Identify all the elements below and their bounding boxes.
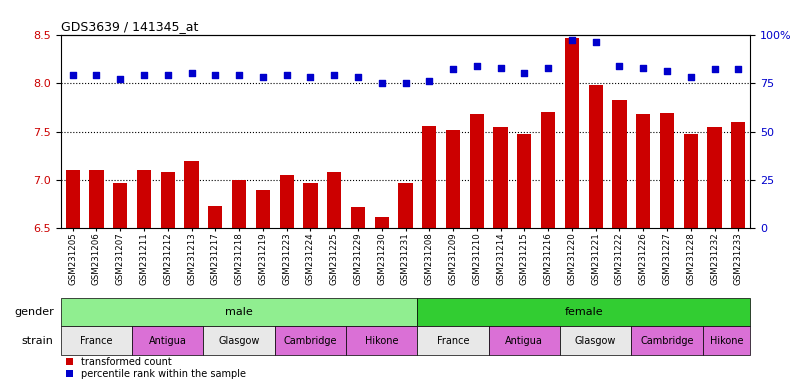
Bar <box>61 298 418 326</box>
Point <box>138 72 151 78</box>
Bar <box>418 326 489 355</box>
Point <box>470 63 483 69</box>
Bar <box>161 172 175 228</box>
Point <box>256 74 269 80</box>
Point <box>518 70 531 76</box>
Text: GDS3639 / 141345_at: GDS3639 / 141345_at <box>61 20 198 33</box>
Bar <box>275 326 346 355</box>
Bar <box>351 207 365 228</box>
Bar <box>398 183 413 228</box>
Text: France: France <box>437 336 470 346</box>
Point <box>565 37 578 43</box>
Point <box>209 72 222 78</box>
Bar <box>564 38 579 228</box>
Bar <box>707 127 722 228</box>
Text: Hikone: Hikone <box>365 336 398 346</box>
Point <box>114 76 127 82</box>
Text: Antigua: Antigua <box>149 336 187 346</box>
Bar <box>589 85 603 228</box>
Text: Glasgow: Glasgow <box>575 336 616 346</box>
Point <box>328 72 341 78</box>
Point <box>67 72 79 78</box>
Text: Cambridge: Cambridge <box>284 336 337 346</box>
Bar <box>732 122 745 228</box>
Point <box>233 72 246 78</box>
Point <box>637 65 650 71</box>
Text: gender: gender <box>14 307 54 317</box>
Text: Glasgow: Glasgow <box>218 336 260 346</box>
Point <box>589 39 602 45</box>
Point <box>423 78 436 84</box>
Text: Hikone: Hikone <box>710 336 743 346</box>
Text: Cambridge: Cambridge <box>640 336 693 346</box>
Bar <box>204 326 275 355</box>
Bar <box>660 113 674 228</box>
Point <box>684 74 697 80</box>
Point <box>542 65 555 71</box>
Text: France: France <box>80 336 113 346</box>
Bar <box>232 180 247 228</box>
Bar <box>375 217 388 228</box>
Bar <box>137 170 151 228</box>
Bar <box>470 114 484 228</box>
Point <box>447 66 460 73</box>
Bar <box>327 172 341 228</box>
Bar <box>132 326 204 355</box>
Bar <box>303 183 318 228</box>
Point <box>304 74 317 80</box>
Bar <box>184 161 199 228</box>
Bar <box>89 170 104 228</box>
Bar <box>446 129 460 228</box>
Bar <box>560 326 631 355</box>
Bar <box>280 175 294 228</box>
Bar <box>255 190 270 228</box>
Bar <box>517 134 531 228</box>
Point <box>399 80 412 86</box>
Text: female: female <box>564 307 603 317</box>
Point <box>613 63 626 69</box>
Bar <box>636 114 650 228</box>
Point <box>280 72 293 78</box>
Bar <box>541 112 556 228</box>
Bar <box>61 326 132 355</box>
Point <box>732 66 744 73</box>
Bar <box>631 326 702 355</box>
Bar <box>418 298 750 326</box>
Point <box>90 72 103 78</box>
Point <box>375 80 388 86</box>
Point <box>161 72 174 78</box>
Bar <box>208 206 222 228</box>
Point <box>185 70 198 76</box>
Text: strain: strain <box>22 336 54 346</box>
Bar <box>346 326 418 355</box>
Point <box>660 68 673 74</box>
Bar <box>493 127 508 228</box>
Bar <box>113 183 127 228</box>
Text: Antigua: Antigua <box>505 336 543 346</box>
Point <box>708 66 721 73</box>
Point <box>494 65 507 71</box>
Legend: transformed count, percentile rank within the sample: transformed count, percentile rank withi… <box>66 357 247 379</box>
Bar <box>489 326 560 355</box>
Bar <box>684 134 698 228</box>
Point <box>351 74 364 80</box>
Bar <box>702 326 750 355</box>
Bar <box>423 126 436 228</box>
Bar <box>612 99 627 228</box>
Bar <box>66 170 79 228</box>
Text: male: male <box>225 307 253 317</box>
